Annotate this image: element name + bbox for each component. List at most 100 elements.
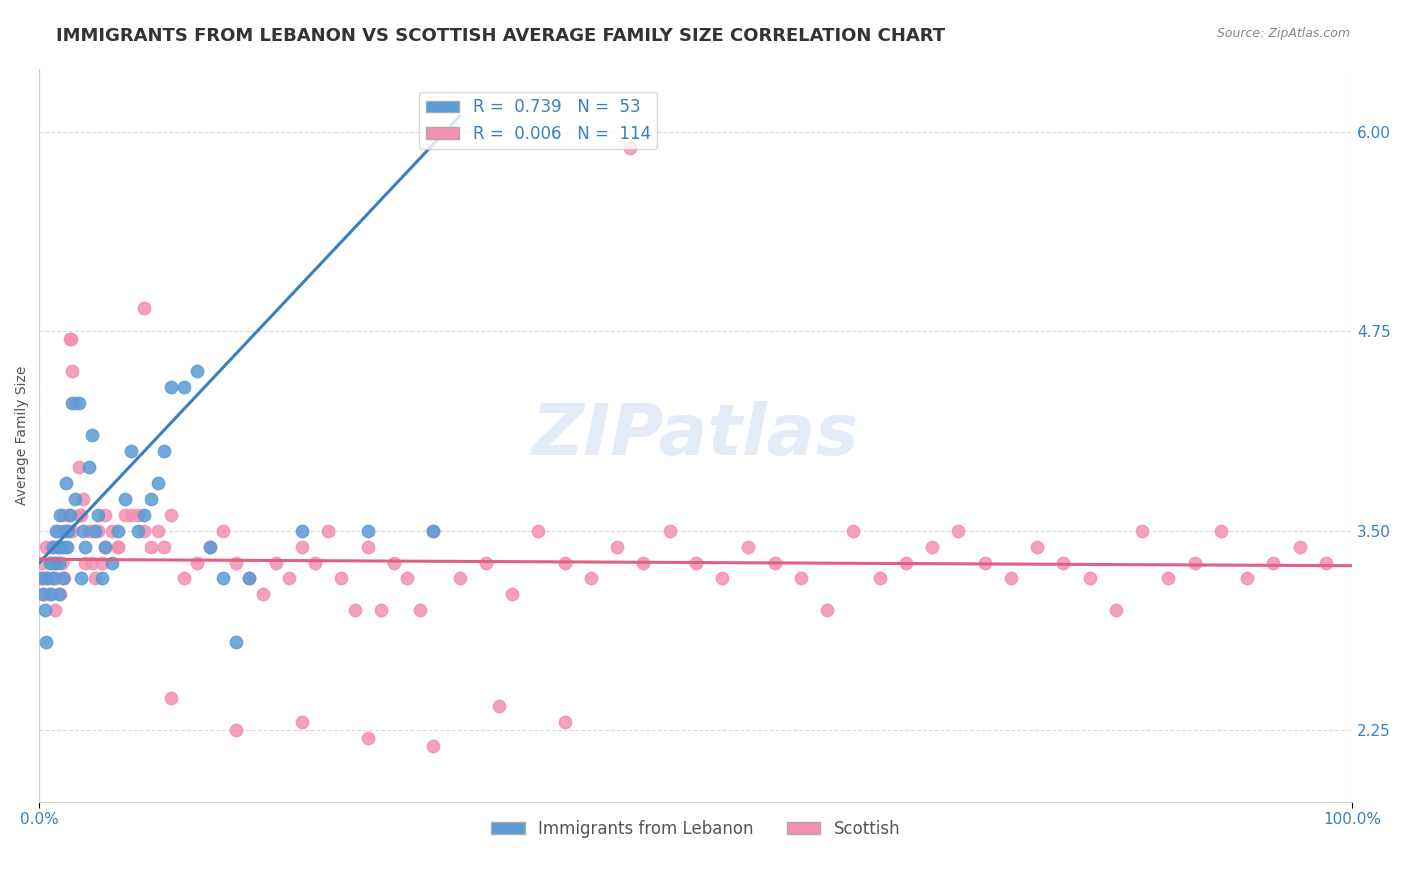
Point <box>120 444 142 458</box>
Point <box>225 556 247 570</box>
Point <box>107 540 129 554</box>
Point <box>606 540 628 554</box>
Point <box>449 572 471 586</box>
Point <box>42 556 65 570</box>
Text: IMMIGRANTS FROM LEBANON VS SCOTTISH AVERAGE FAMILY SIZE CORRELATION CHART: IMMIGRANTS FROM LEBANON VS SCOTTISH AVER… <box>56 27 945 45</box>
Point <box>80 556 103 570</box>
Point <box>67 396 90 410</box>
Point <box>238 572 260 586</box>
Point <box>186 556 208 570</box>
Point <box>91 572 114 586</box>
Point <box>212 524 235 538</box>
Point <box>48 587 70 601</box>
Point <box>46 540 69 554</box>
Point <box>422 524 444 538</box>
Point <box>790 572 813 586</box>
Point <box>422 524 444 538</box>
Point <box>38 587 60 601</box>
Point <box>75 556 97 570</box>
Point <box>31 572 53 586</box>
Point <box>711 572 734 586</box>
Point <box>409 603 432 617</box>
Point <box>59 333 82 347</box>
Point <box>921 540 943 554</box>
Point <box>30 572 52 586</box>
Point <box>304 556 326 570</box>
Point <box>619 141 641 155</box>
Point <box>55 540 77 554</box>
Point <box>114 508 136 522</box>
Point <box>252 587 274 601</box>
Point <box>1263 556 1285 570</box>
Point <box>291 540 314 554</box>
Point <box>127 508 149 522</box>
Point <box>139 491 162 506</box>
Point <box>44 603 66 617</box>
Point <box>264 556 287 570</box>
Point <box>94 540 117 554</box>
Point <box>67 459 90 474</box>
Point <box>72 524 94 538</box>
Point <box>343 603 366 617</box>
Point <box>83 572 105 586</box>
Point <box>356 731 378 745</box>
Point <box>45 524 67 538</box>
Point <box>159 380 181 394</box>
Point <box>1236 572 1258 586</box>
Y-axis label: Average Family Size: Average Family Size <box>15 366 30 505</box>
Point <box>44 556 66 570</box>
Point <box>52 572 75 586</box>
Point <box>527 524 550 538</box>
Point <box>842 524 865 538</box>
Point <box>56 524 79 538</box>
Point <box>159 508 181 522</box>
Point <box>316 524 339 538</box>
Point <box>114 491 136 506</box>
Point <box>134 524 156 538</box>
Point <box>41 572 63 586</box>
Point <box>70 508 93 522</box>
Point <box>948 524 970 538</box>
Point <box>41 540 63 554</box>
Point <box>238 572 260 586</box>
Point <box>32 587 55 601</box>
Point <box>658 524 681 538</box>
Point <box>32 587 55 601</box>
Legend: Immigrants from Lebanon, Scottish: Immigrants from Lebanon, Scottish <box>485 814 907 845</box>
Point <box>34 572 56 586</box>
Point <box>39 540 62 554</box>
Point <box>198 540 221 554</box>
Point <box>894 556 917 570</box>
Point <box>51 540 73 554</box>
Point <box>395 572 418 586</box>
Point <box>49 508 72 522</box>
Point <box>1288 540 1310 554</box>
Point <box>46 524 69 538</box>
Point <box>87 524 110 538</box>
Point <box>356 540 378 554</box>
Point <box>51 556 73 570</box>
Point <box>56 540 79 554</box>
Point <box>501 587 523 601</box>
Point <box>146 524 169 538</box>
Point <box>370 603 392 617</box>
Point <box>330 572 353 586</box>
Point <box>94 508 117 522</box>
Point <box>100 556 122 570</box>
Point <box>146 475 169 490</box>
Point <box>39 587 62 601</box>
Point <box>53 572 76 586</box>
Point <box>356 524 378 538</box>
Point <box>554 714 576 729</box>
Point <box>37 572 59 586</box>
Point <box>107 524 129 538</box>
Point <box>53 524 76 538</box>
Point <box>291 714 314 729</box>
Point <box>1157 572 1180 586</box>
Point <box>39 556 62 570</box>
Point <box>127 524 149 538</box>
Point <box>973 556 995 570</box>
Point <box>685 556 707 570</box>
Point <box>382 556 405 570</box>
Point <box>63 396 86 410</box>
